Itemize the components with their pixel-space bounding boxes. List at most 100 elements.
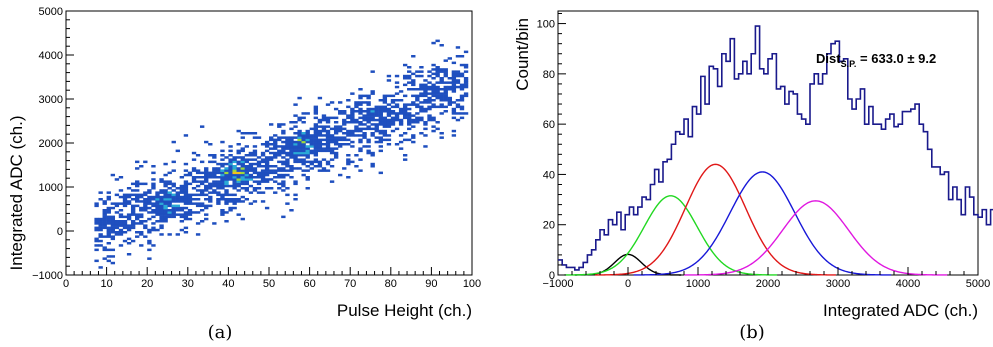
heatmap-cell xyxy=(155,228,160,232)
heatmap-cell xyxy=(139,244,144,247)
heatmap-cell xyxy=(135,213,140,216)
heatmap-cell xyxy=(277,151,282,155)
heatmap-cell xyxy=(338,112,343,115)
heatmap-cell xyxy=(179,189,185,192)
heatmap-cell xyxy=(366,149,371,153)
heatmap-cell xyxy=(135,189,140,192)
heatmap-cell xyxy=(378,129,383,133)
heatmap-cell xyxy=(455,118,461,122)
heatmap-cell xyxy=(159,202,164,205)
heatmap-cell xyxy=(187,202,193,205)
heatmap-cell xyxy=(342,136,347,139)
heatmap-cell xyxy=(402,132,408,135)
heatmap-cell xyxy=(179,206,185,210)
heatmap-cell xyxy=(309,145,314,148)
heatmap-cell xyxy=(248,151,254,155)
heatmap-cell xyxy=(122,193,128,197)
heatmap-cell xyxy=(183,198,189,201)
heatmap-cell xyxy=(199,209,205,212)
heatmap-cell xyxy=(167,209,172,212)
heatmap-cell xyxy=(439,79,444,82)
heatmap-cell xyxy=(212,167,217,170)
heatmap-cell xyxy=(183,200,189,203)
heatmap-cell xyxy=(240,217,245,221)
heatmap-cell xyxy=(313,160,319,164)
heatmap-cell xyxy=(114,202,120,205)
heatmap-cell xyxy=(309,162,314,166)
heatmap-cell xyxy=(423,88,428,91)
heatmap-cell xyxy=(378,110,383,113)
heatmap-cell xyxy=(423,127,428,131)
heatmap-cell xyxy=(378,123,383,126)
heatmap-cell xyxy=(163,204,168,208)
heatmap-cell xyxy=(208,182,213,186)
heatmap-cell xyxy=(447,101,452,104)
heatmap-cell xyxy=(220,165,225,168)
heatmap-cell xyxy=(183,215,189,219)
heatmap-cell xyxy=(459,116,465,120)
heatmap-cell xyxy=(321,147,327,150)
heatmap-cell xyxy=(419,66,424,69)
heatmap-cell xyxy=(354,134,359,137)
heatmap-cell xyxy=(317,125,323,128)
heatmap-cell xyxy=(98,226,103,230)
heatmap-cell xyxy=(94,244,99,247)
heatmap-cell xyxy=(362,145,367,148)
heatmap-cell xyxy=(459,72,465,76)
heatmap-cell xyxy=(419,70,424,73)
heatmap-cell xyxy=(443,110,448,113)
heatmap-cell xyxy=(423,145,428,148)
heatmap-cell xyxy=(183,211,189,214)
heatmap-cell xyxy=(98,224,103,227)
heatmap-cell xyxy=(451,81,457,84)
heatmap-cell xyxy=(151,204,156,208)
heatmap-cell xyxy=(187,198,193,201)
heatmap-cell xyxy=(329,165,335,168)
heatmap-cell xyxy=(305,156,310,159)
heatmap-cell xyxy=(346,160,351,164)
heatmap-cell xyxy=(212,156,217,159)
heatmap-cell xyxy=(407,121,412,124)
heatmap-cell xyxy=(175,191,180,194)
heatmap-cell xyxy=(423,90,428,93)
heatmap-cell xyxy=(130,193,136,197)
heatmap-cell xyxy=(135,217,140,221)
heatmap-cell xyxy=(260,143,266,146)
heatmap-cell xyxy=(289,127,294,131)
heatmap-cell xyxy=(362,114,367,117)
heatmap-cell xyxy=(273,134,278,137)
heatmap-cell xyxy=(362,136,367,139)
heatmap-cell xyxy=(407,116,412,120)
heatmap-cell xyxy=(143,220,148,223)
heatmap-cell xyxy=(358,149,363,153)
heatmap-cell xyxy=(447,81,452,84)
heatmap-cell xyxy=(293,193,298,197)
heatmap-cell xyxy=(264,158,270,161)
heatmap-cell xyxy=(423,121,428,124)
heatmap-cell xyxy=(427,70,432,73)
heatmap-cell xyxy=(216,169,221,172)
heatmap-cell xyxy=(159,233,164,236)
heatmap-cell xyxy=(106,259,111,263)
heatmap-cell xyxy=(228,200,233,203)
heatmap-cell xyxy=(386,125,392,128)
heatmap-cell xyxy=(273,165,278,168)
heatmap-cell xyxy=(378,118,383,122)
heatmap-cell xyxy=(252,176,258,179)
heatmap-cell xyxy=(216,167,221,170)
heatmap-cell xyxy=(183,193,189,197)
heatmap-cell xyxy=(390,101,396,104)
heatmap-cell xyxy=(366,94,371,98)
heatmap-cell xyxy=(313,105,319,109)
heatmap-cell xyxy=(208,160,213,164)
heatmap-cell xyxy=(151,209,156,212)
heatmap-cell xyxy=(252,151,258,155)
heatmap-cell xyxy=(301,134,306,137)
heatmap-cell xyxy=(366,121,371,124)
heatmap-cell xyxy=(163,215,168,219)
heatmap-cell xyxy=(277,154,282,157)
heatmap-cell xyxy=(305,160,310,164)
heatmap-cell xyxy=(435,92,440,95)
heatmap-cell xyxy=(419,74,424,78)
heatmap-cell xyxy=(118,213,124,216)
